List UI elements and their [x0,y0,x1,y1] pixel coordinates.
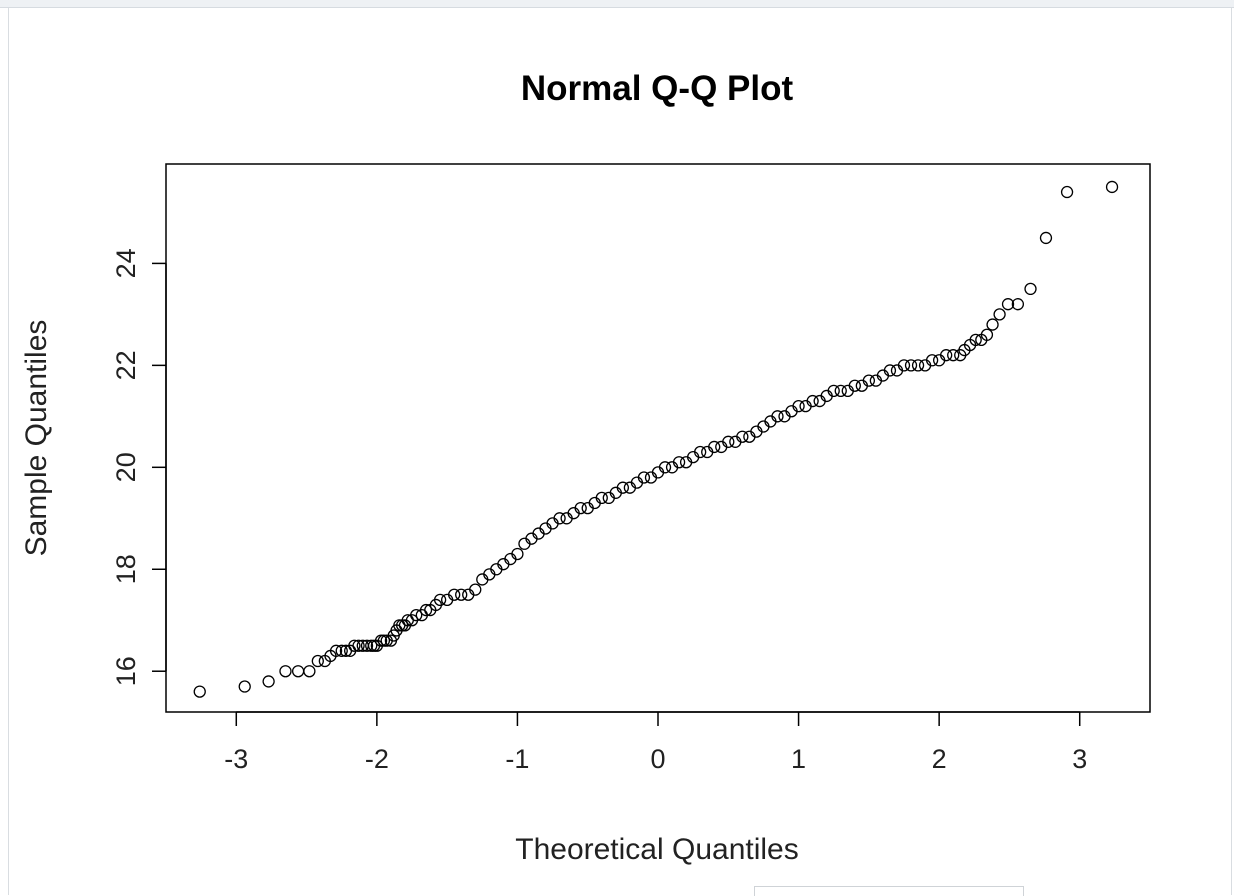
data-point [511,547,524,561]
data-point [834,384,847,397]
x-tick-label: 3 [1072,744,1087,774]
chart-title: Normal Q-Q Plot [521,69,794,108]
data-point [433,593,447,607]
data-point [637,471,651,484]
data-point [911,359,925,372]
data-point [1001,298,1015,311]
data-point [616,481,630,494]
y-tick-label: 22 [111,350,141,380]
data-point [771,410,784,423]
plot-frame [165,163,1151,713]
x-tick-label: -3 [224,744,248,774]
plot-panel [8,8,1232,895]
data-point [279,665,292,678]
data-point [553,512,566,525]
data-point [311,654,324,668]
data-point [722,435,735,448]
x-tick-label: 1 [791,744,806,774]
data-point [986,318,999,331]
data-point [303,665,316,678]
data-point [365,639,378,652]
data-point [827,384,840,397]
y-axis: 16 18 20 22 24 [111,248,167,686]
data-point [1011,298,1025,311]
data-point [377,634,391,647]
y-axis-label: Sample Quantiles [20,320,53,557]
data-point [736,430,749,443]
tooltip-box [754,886,1024,896]
data-point [410,608,423,622]
data-point [1105,180,1119,194]
data-point [904,359,918,372]
x-tick-label: 0 [650,744,665,774]
x-tick-label: -2 [365,744,389,774]
x-axis-label: Theoretical Quantiles [515,833,798,866]
y-tick-label: 16 [111,656,141,686]
data-point [1024,282,1037,296]
data-point [848,379,861,392]
data-point [352,639,365,652]
data-point [374,634,388,647]
data-point [883,364,897,377]
data-point [1060,185,1074,199]
data-point [862,374,876,387]
data-point [806,394,819,408]
x-tick-label: 2 [932,744,947,774]
data-point [329,644,343,657]
data-point [897,359,911,372]
data-point [694,445,707,459]
data-point [419,603,433,617]
data-point [925,354,939,367]
x-tick-label: -1 [505,744,529,774]
data-point [448,588,461,601]
data-point [672,456,686,469]
data-point [947,349,960,362]
data-point [469,583,482,596]
data-point [335,644,348,657]
data-point [348,639,361,652]
data-points [193,180,1119,698]
data-point [993,308,1006,321]
window-top-strip [0,0,1234,8]
data-point [595,491,608,505]
x-axis: -3 -2 -1 0 1 2 3 [224,711,1087,774]
y-tick-label: 18 [111,554,141,584]
data-point [291,665,305,678]
data-point [455,588,468,601]
y-tick-label: 24 [111,248,141,278]
data-point [574,501,587,515]
data-point [980,328,994,341]
data-point [1039,231,1053,245]
data-point [708,440,721,454]
data-point [262,675,275,688]
data-point [238,680,251,693]
y-tick-label: 20 [111,452,141,482]
data-point [360,639,374,652]
data-point [193,685,206,698]
data-point [969,333,982,347]
data-point [658,461,672,474]
data-point [792,399,805,413]
data-point [940,349,953,362]
